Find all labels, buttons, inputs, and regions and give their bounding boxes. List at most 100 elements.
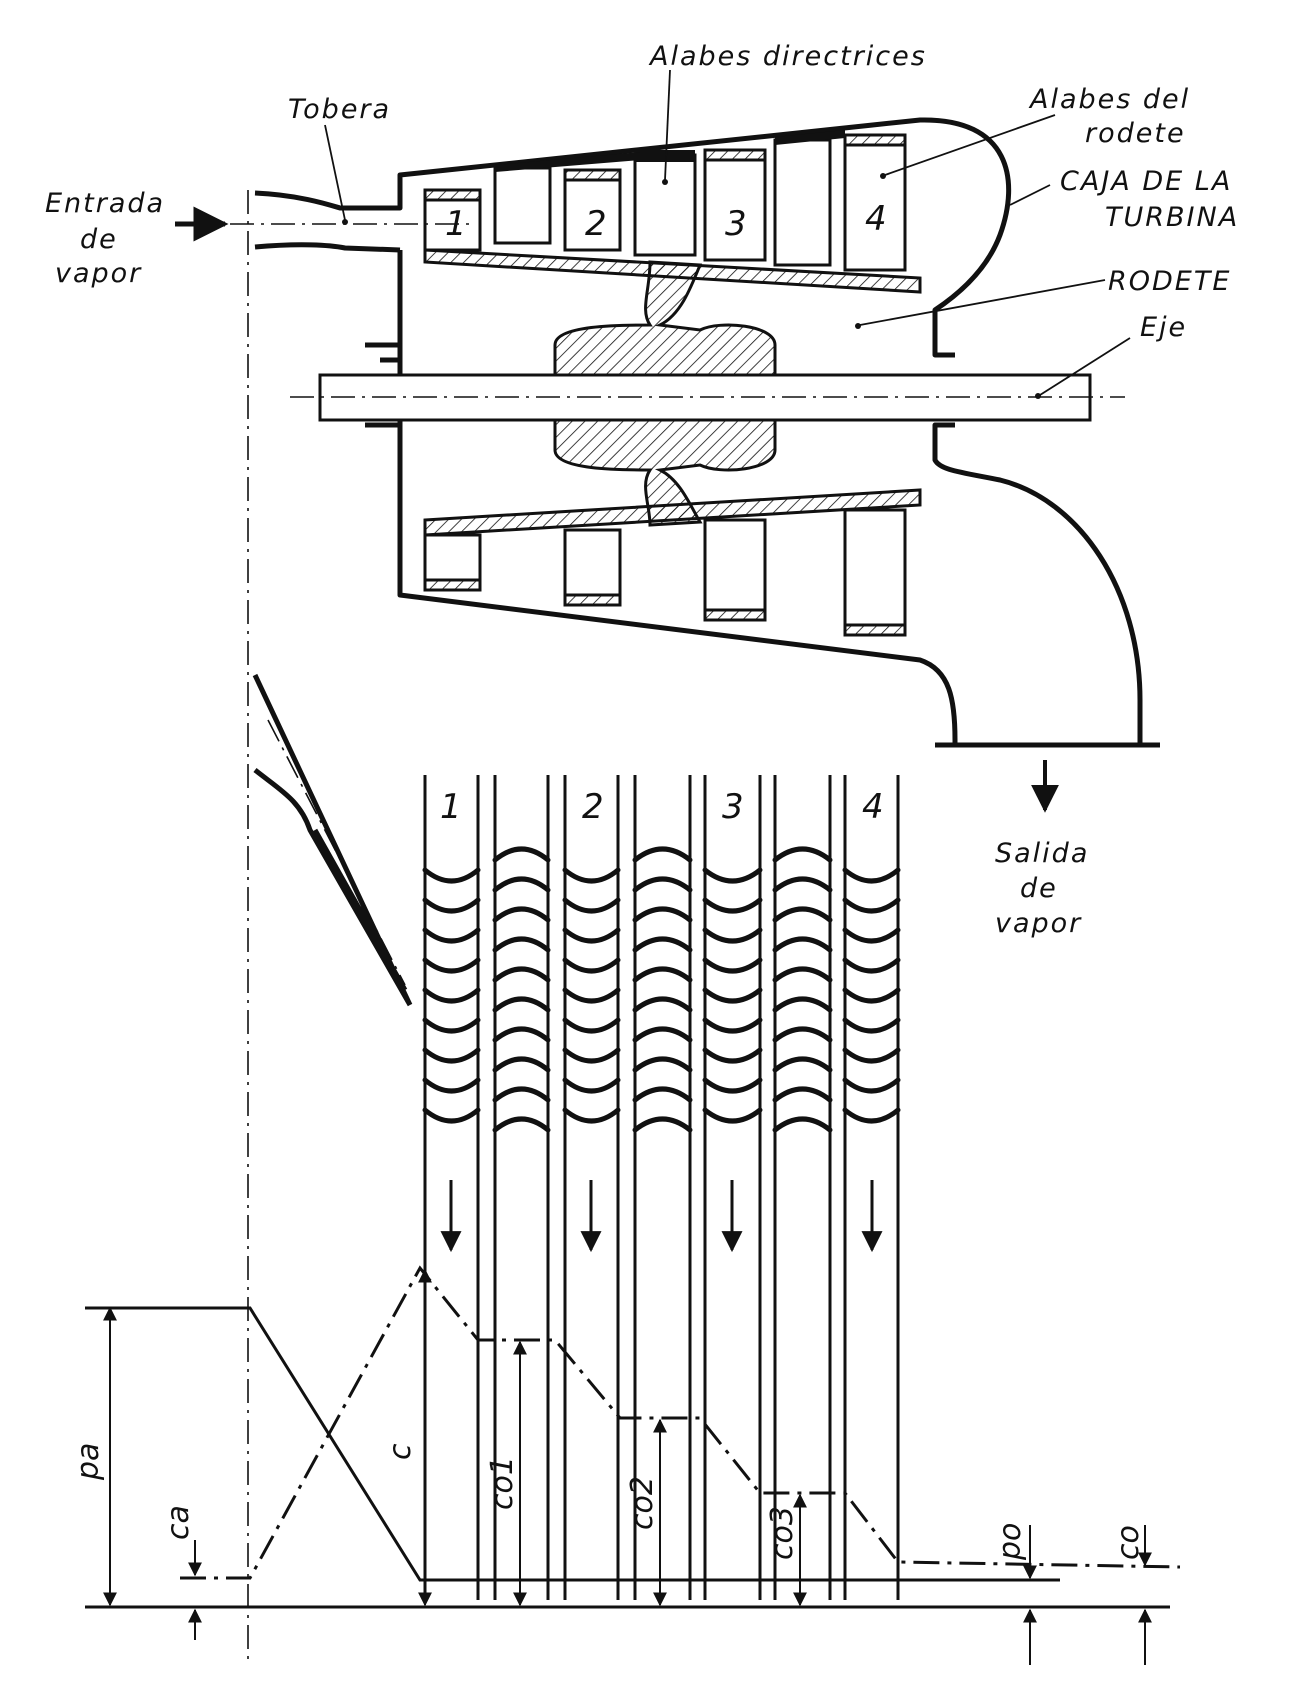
rotor-blade-profile-3 — [702, 867, 763, 884]
label-pa: pa — [71, 1443, 106, 1481]
stage-number-2-top: 2 — [585, 204, 607, 244]
casing-label-1: CAJA DE LA — [1060, 166, 1232, 197]
shaft-label: Eje — [1140, 312, 1187, 343]
rotor-blade-profile-2 — [562, 1017, 621, 1034]
casing-step-band — [495, 130, 845, 172]
rotor-blade-profile-1 — [422, 897, 481, 914]
guide-vane-profile-3 — [772, 1116, 833, 1133]
rotor-blade-profile-2 — [562, 987, 621, 1004]
rotor-blade-profile-1 — [422, 987, 481, 1004]
rotor-blade-profile-4 — [842, 1107, 901, 1124]
inlet-label-3: vapor — [55, 258, 142, 289]
blade-curves — [422, 846, 901, 1133]
rotor-blade-profile-2 — [562, 867, 621, 884]
rotor-blade-profile-4 — [842, 987, 901, 1004]
rotor-blade-3-bottom — [703, 518, 767, 622]
rotor-blade-profile-4 — [842, 897, 901, 914]
rotor-blade-profile-1 — [422, 957, 481, 974]
guide-vane-profile-2 — [632, 936, 693, 953]
rotor-label: RODETE — [1108, 266, 1231, 297]
rotor-blade-profile-4 — [842, 927, 901, 944]
rotor-blade-profile-3 — [702, 957, 763, 974]
channel-walls — [423, 775, 900, 1600]
guide-vane-profile-1 — [492, 996, 551, 1013]
rotor-blade-4-bottom-tip — [843, 623, 907, 637]
guide-vane-profile-1 — [492, 906, 551, 923]
rotor-blade-profile-2 — [562, 897, 621, 914]
rotor-blade-profile-3 — [702, 897, 763, 914]
guide-vane-profile-3 — [772, 846, 833, 863]
rotor-blade-3-tip — [703, 148, 767, 162]
guide-vane-profile-3 — [772, 906, 833, 923]
label-ca: ca — [161, 1505, 196, 1540]
inlet-label-2: de — [80, 224, 118, 255]
rotor-blade-profile-3 — [702, 1017, 763, 1034]
rotor-blade-profile-1 — [422, 1017, 481, 1034]
rotor-blade-profile-2 — [562, 1047, 621, 1064]
blade-passages: 1 2 3 4 — [252, 673, 901, 1600]
guide-vane-profile-3 — [772, 966, 833, 983]
guide-vane-profile-3 — [772, 936, 833, 953]
guide-vane-profile-2 — [632, 906, 693, 923]
guide-vane-profile-1 — [492, 1086, 551, 1103]
guide-vane-profile-2 — [632, 1026, 693, 1043]
guide-vane-profile-3 — [772, 1086, 833, 1103]
guide-vane-3-top — [773, 138, 832, 267]
stage-number-1-bottom: 1 — [440, 787, 462, 827]
rotor-blade-1-tip — [423, 188, 482, 202]
rotor-blade-1-bottom-tip — [423, 578, 482, 592]
rotor-blade-profile-2 — [562, 957, 621, 974]
label-co: co — [1111, 1525, 1146, 1560]
rotor-blades-label-2: rodete — [1085, 118, 1186, 149]
outlet-label-2: de — [1020, 873, 1058, 904]
guide-vane-profile-2 — [632, 1086, 693, 1103]
guide-vane-profile-1 — [492, 846, 551, 863]
rotor-blade-profile-3 — [702, 1107, 763, 1124]
rotor-blade-profile-2 — [562, 1077, 621, 1094]
rotor-blade-profile-2 — [562, 1107, 621, 1124]
inclined-nozzle — [252, 673, 413, 1007]
nozzle-label: Tobera — [288, 94, 391, 125]
casing-label-2: TURBINA — [1105, 202, 1239, 233]
guide-vane-profile-2 — [632, 1116, 693, 1133]
guide-vanes-label: Alabes directrices — [648, 41, 927, 72]
rotor-blade-profile-4 — [842, 1017, 901, 1034]
nozzle-body — [254, 117, 1012, 358]
guide-vane-profile-1 — [492, 876, 551, 893]
rotor-blade-profile-4 — [842, 867, 901, 884]
guide-vane-profile-3 — [772, 1026, 833, 1043]
pressure-velocity-graph: pa ca c co1 co2 co3 po co — [71, 1265, 1181, 1665]
rotor-blade-profile-4 — [842, 957, 901, 974]
label-co2: co2 — [625, 1476, 660, 1530]
guide-vane-profile-2 — [632, 996, 693, 1013]
label-po: po — [993, 1523, 1028, 1561]
guide-vane-profile-1 — [492, 1026, 551, 1043]
guide-vane-profile-1 — [492, 1116, 551, 1133]
rotor-blade-profile-2 — [562, 927, 621, 944]
rotor-blade-profile-4 — [842, 1077, 901, 1094]
rotor-blade-profile-4 — [842, 1047, 901, 1064]
turbine-section: 1 2 3 4 — [175, 117, 1160, 813]
rotor-blade-profile-1 — [422, 1047, 481, 1064]
guide-vane-profile-2 — [632, 876, 693, 893]
guide-vane-profile-2 — [632, 1056, 693, 1073]
rotor-blade-profile-3 — [702, 1047, 763, 1064]
nozzle-lower-wall — [254, 242, 401, 253]
rotor-blade-profile-3 — [702, 1077, 763, 1094]
guide-vane-profile-3 — [772, 1056, 833, 1073]
guide-vane-profile-1 — [492, 966, 551, 983]
guide-vane-profile-1 — [492, 936, 551, 953]
guide-vane-profile-1 — [492, 1056, 551, 1073]
pressure-line — [85, 1306, 1060, 1582]
rotor-blade-2-bottom-tip — [563, 593, 622, 607]
rotor-blade-profile-3 — [702, 927, 763, 944]
label-c: c — [383, 1443, 418, 1460]
stage-number-4-top: 4 — [865, 199, 887, 239]
leader-lines — [324, 69, 1131, 399]
stage-number-3-bottom: 3 — [722, 787, 744, 827]
rotor-blade-profile-1 — [422, 867, 481, 884]
rotor-blade-2-tip — [563, 168, 622, 182]
label-co3: co3 — [765, 1506, 800, 1560]
rotor-blade-profile-1 — [422, 1077, 481, 1094]
